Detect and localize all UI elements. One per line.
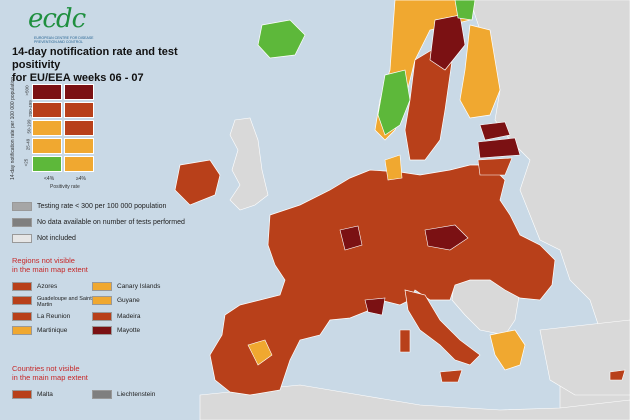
sardinia: [399, 329, 411, 353]
lithuania: [477, 157, 513, 176]
non-eu-land-turkey: [539, 319, 630, 396]
cyprus: [609, 369, 626, 381]
finland-south: [454, 0, 476, 21]
iceland: [257, 19, 306, 59]
ireland: [174, 159, 221, 206]
eu-mainland: [209, 164, 556, 396]
norway-green: [377, 69, 411, 136]
sweden-north-darkred: [429, 14, 466, 71]
non-eu-land-east: [469, 0, 630, 420]
sicily: [439, 369, 463, 383]
non-eu-land-africa: [199, 384, 630, 420]
greece: [489, 329, 526, 371]
czechia: [424, 224, 469, 251]
spain-orange-region: [247, 339, 273, 366]
non-eu-uk: [229, 117, 269, 211]
latvia: [477, 137, 521, 159]
france-darkred-region: [339, 225, 363, 251]
denmark: [384, 154, 403, 181]
france-south-darkred: [364, 297, 386, 316]
estonia: [479, 121, 511, 141]
italy: [404, 289, 481, 366]
finland: [459, 24, 501, 119]
